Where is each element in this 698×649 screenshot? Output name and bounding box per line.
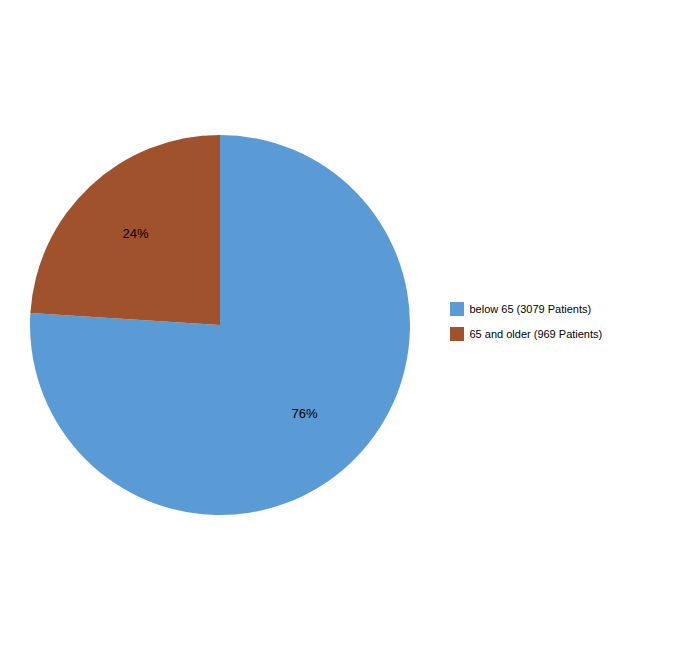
- html-text:below 65 (3079 Patients): below 65 (3079 Patients): [469, 302, 592, 315]
- svg-text:24%: 24%: [122, 226, 148, 241]
- svg-text:76%: 76%: [292, 406, 318, 421]
- html-text:65 and older (969 Patients): 65 and older (969 Patients): [469, 327, 603, 340]
